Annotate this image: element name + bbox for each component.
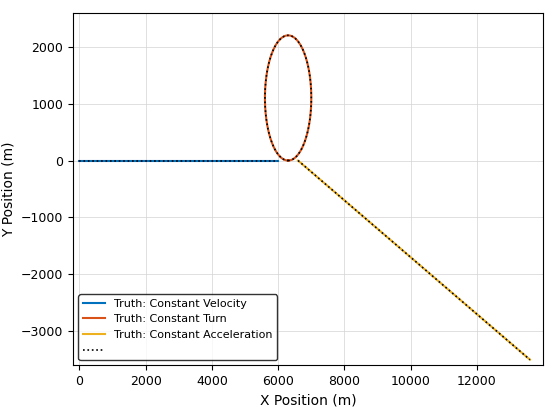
- Line: Truth: Constant Acceleration: Truth: Constant Acceleration: [298, 160, 530, 360]
- Truth: Constant Velocity: (0, 0): Constant Velocity: (0, 0): [76, 158, 83, 163]
- Truth: Constant Turn: (6.11e+03, 2.16e+03): Constant Turn: (6.11e+03, 2.16e+03): [278, 35, 285, 40]
- Correction estimates: [323, 182, 329, 187]
- Correction estimates: [462, 302, 469, 307]
- Legend: Truth: Constant Velocity, Truth: Constant Turn, Truth: Constant Acceleration, : Truth: Constant Velocity, Truth: Constan…: [78, 294, 277, 360]
- Correction estimates: [386, 237, 393, 242]
- Truth: Constant Turn: (6.3e+03, 0): Constant Turn: (6.3e+03, 0): [285, 158, 292, 163]
- X-axis label: X Position (m): X Position (m): [260, 394, 356, 408]
- Truth: Constant Velocity: (6e+03, 0): Constant Velocity: (6e+03, 0): [275, 158, 282, 163]
- Truth: Constant Turn: (5.67e+03, 621): Constant Turn: (5.67e+03, 621): [264, 123, 270, 128]
- Truth: Constant Turn: (6.2e+03, 10.5): Constant Turn: (6.2e+03, 10.5): [282, 158, 288, 163]
- Truth: Constant Acceleration: (6.6e+03, 0): Constant Acceleration: (6.6e+03, 0): [295, 158, 301, 163]
- Correction estimates: [370, 223, 377, 228]
- Correction estimates: [463, 303, 470, 308]
- Truth: Constant Turn: (6.41e+03, 2.19e+03): Constant Turn: (6.41e+03, 2.19e+03): [288, 34, 295, 39]
- Truth: Constant Turn: (5.9e+03, 2e+03): Constant Turn: (5.9e+03, 2e+03): [272, 44, 278, 49]
- Correction estimates: [526, 357, 533, 362]
- Correction estimates: [295, 158, 301, 163]
- Line: Correction estimates: Correction estimates: [298, 160, 530, 360]
- Truth: Constant Turn: (6.3e+03, 0): Constant Turn: (6.3e+03, 0): [285, 158, 292, 163]
- Truth: Constant Turn: (6.38e+03, 2.19e+03): Constant Turn: (6.38e+03, 2.19e+03): [287, 33, 294, 38]
- Y-axis label: Y Position (m): Y Position (m): [1, 141, 15, 237]
- Correction estimates: [441, 284, 447, 289]
- Truth: Constant Turn: (6.3e+03, 2.2e+03): Constant Turn: (6.3e+03, 2.2e+03): [285, 33, 292, 38]
- Line: Truth: Constant Turn: Truth: Constant Turn: [265, 35, 311, 160]
- Truth: Constant Acceleration: (1.36e+04, -3.5e+03): Constant Acceleration: (1.36e+04, -3.5e+…: [526, 357, 533, 362]
